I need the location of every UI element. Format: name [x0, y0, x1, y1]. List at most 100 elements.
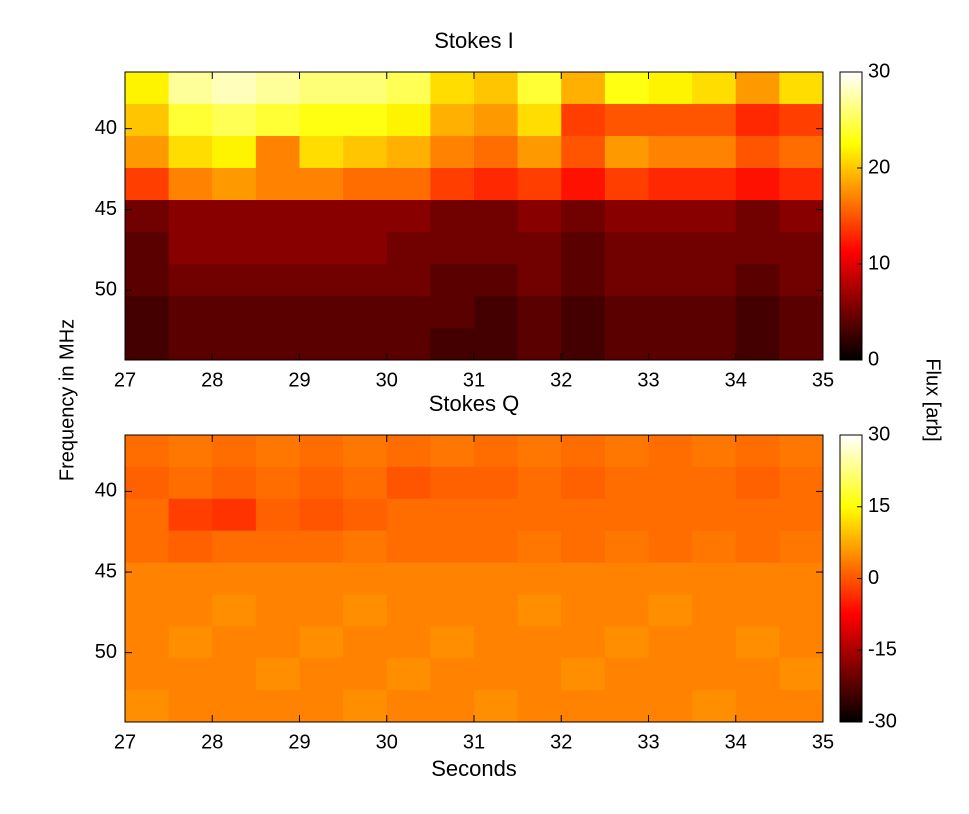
- heatmap-cell: [474, 626, 519, 659]
- heatmap-cell: [474, 328, 519, 361]
- heatmap-cell: [299, 594, 344, 627]
- y-tick-label: 40: [95, 480, 117, 502]
- heatmap-cell: [692, 435, 737, 468]
- heatmap-cell: [604, 435, 649, 468]
- heatmap-cell: [648, 594, 693, 627]
- heatmap-cell: [168, 136, 213, 169]
- heatmap-cell: [212, 435, 257, 468]
- heatmap-cell: [343, 690, 388, 723]
- heatmap-cell: [779, 72, 824, 105]
- heatmap-cell: [430, 435, 475, 468]
- heatmap-cell: [343, 232, 388, 265]
- heatmap-cell: [125, 562, 170, 595]
- heatmap-cell: [604, 498, 649, 532]
- heatmap-cell: [561, 690, 606, 723]
- heatmap-cell: [299, 530, 344, 564]
- y-tick-label: 50: [95, 279, 117, 301]
- heatmap-cell: [735, 232, 780, 265]
- heatmap-cell: [779, 626, 824, 659]
- heatmap-cell: [125, 264, 170, 297]
- heatmap-cell: [212, 466, 257, 500]
- heatmap-cell: [648, 72, 693, 105]
- heatmap-cell: [517, 626, 562, 659]
- heatmap-cell: [735, 136, 780, 169]
- heatmap-cell: [255, 658, 300, 691]
- heatmap-cell: [474, 435, 519, 468]
- heatmap-cell: [561, 200, 606, 233]
- heatmap-cell: [430, 530, 475, 564]
- colorbar-tick-label: 20: [868, 156, 890, 178]
- colorbar-tick-label: 30: [868, 60, 890, 82]
- heatmap-cell: [735, 498, 780, 532]
- heatmap-cell: [735, 658, 780, 691]
- heatmap-cell: [386, 626, 431, 659]
- heatmap-cell: [125, 328, 170, 361]
- heatmap-cell: [474, 200, 519, 233]
- x-tick-label: 32: [550, 731, 572, 753]
- heatmap-cell: [255, 104, 300, 137]
- heatmap-cell: [561, 264, 606, 297]
- heatmap-cell: [648, 562, 693, 595]
- heatmap-cell: [299, 562, 344, 595]
- heatmap-cell: [517, 328, 562, 361]
- heatmap-cell: [125, 626, 170, 659]
- heatmap-cell: [299, 104, 344, 137]
- heatmap-cell: [212, 530, 257, 564]
- heatmap-cell: [343, 626, 388, 659]
- heatmap-cell: [212, 328, 257, 361]
- heatmap-cell: [561, 498, 606, 532]
- heatmap-cell: [386, 530, 431, 564]
- x-tick-label: 31: [463, 369, 485, 391]
- heatmap-cell: [648, 136, 693, 169]
- heatmap-cell: [343, 435, 388, 468]
- heatmap-cell: [561, 72, 606, 105]
- heatmap-cell: [386, 594, 431, 627]
- heatmap-cell: [168, 435, 213, 468]
- heatmap-cell: [299, 200, 344, 233]
- heatmap-cell: [430, 232, 475, 265]
- heatmap-cell: [517, 690, 562, 723]
- heatmap-cell: [430, 104, 475, 137]
- heatmap-cell: [168, 200, 213, 233]
- heatmap-cell: [386, 562, 431, 595]
- heatmap-cell: [474, 498, 519, 532]
- heatmap-cell: [343, 168, 388, 201]
- heatmap-cell: [343, 594, 388, 627]
- x-tick-label: 28: [201, 369, 223, 391]
- heatmap-cell: [386, 200, 431, 233]
- heatmap-cell: [779, 168, 824, 201]
- x-tick-label: 34: [725, 369, 747, 391]
- heatmap-cell: [343, 466, 388, 500]
- heatmap-cell: [168, 594, 213, 627]
- colorbar-tick-label: 10: [868, 252, 890, 274]
- heatmap-cell: [343, 200, 388, 233]
- heatmap-cell: [604, 562, 649, 595]
- heatmap-cell: [255, 328, 300, 361]
- heatmap-cell: [474, 136, 519, 169]
- heatmap-cell: [735, 530, 780, 564]
- heatmap-cell: [299, 626, 344, 659]
- heatmap-cell: [430, 72, 475, 105]
- x-tick-label: 28: [201, 731, 223, 753]
- heatmap-cell: [735, 296, 780, 329]
- heatmap-cell: [735, 562, 780, 595]
- heatmap-cell: [255, 562, 300, 595]
- y-tick-label: 40: [95, 117, 117, 139]
- heatmap-cell: [168, 264, 213, 297]
- heatmap-cell: [648, 104, 693, 137]
- heatmap-cell: [255, 498, 300, 532]
- heatmap-cell: [648, 498, 693, 532]
- heatmap-cell: [604, 658, 649, 691]
- heatmap-cell: [692, 200, 737, 233]
- heatmap-cell: [648, 466, 693, 500]
- heatmap-cell: [125, 168, 170, 201]
- heatmap-cell: [299, 264, 344, 297]
- heatmap-cell: [430, 690, 475, 723]
- heatmap-cell: [299, 168, 344, 201]
- heatmap-cell: [125, 658, 170, 691]
- heatmap-cell: [125, 435, 170, 468]
- heatmap-cell: [735, 466, 780, 500]
- heatmap-cell: [648, 264, 693, 297]
- heatmap-cell: [692, 296, 737, 329]
- heatmap-cell: [299, 328, 344, 361]
